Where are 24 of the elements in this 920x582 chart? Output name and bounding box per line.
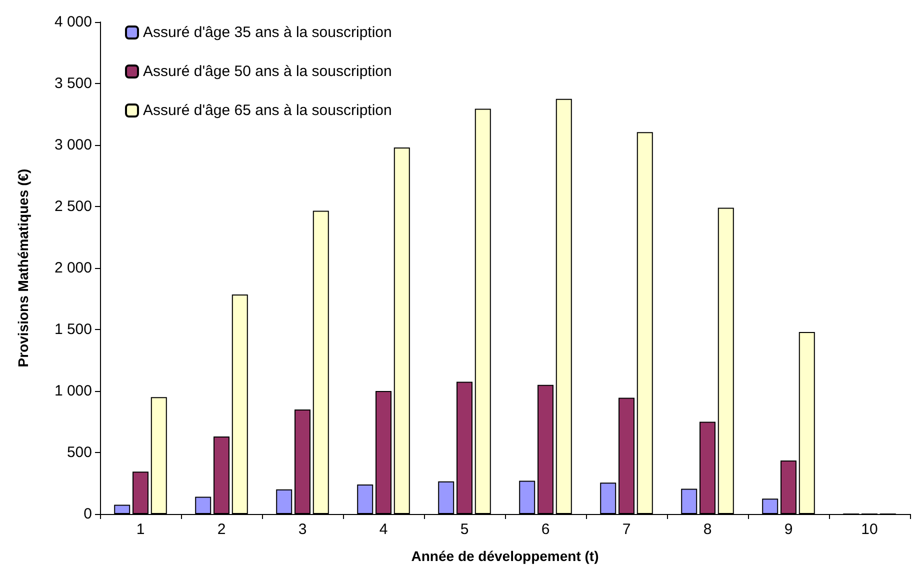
x-tick-label: 7 [622,521,631,538]
x-tick-label: 9 [784,521,793,538]
y-tick-label: 3 500 [54,75,92,92]
y-tick-label: 1 500 [54,321,92,338]
x-tick-label: 2 [217,521,226,538]
x-tick-label: 3 [298,521,307,538]
x-tick-label: 6 [541,521,550,538]
y-tick-label: 0 [84,506,92,522]
y-tick-label: 2 500 [54,198,92,215]
y-tick-label: 500 [66,444,92,461]
y-tick-label: 1 000 [54,382,92,400]
x-tick-label: 5 [460,521,469,538]
x-axis-title: Année de développement (t) [411,548,599,564]
y-tick-label: 4 000 [54,14,92,30]
x-tick-label: 1 [136,521,145,538]
x-tick-label: 8 [703,521,712,538]
x-tick-label: 10 [861,521,878,538]
legend-label: Assuré d'âge 35 ans à la souscription [143,24,392,41]
legend-label: Assuré d'âge 65 ans à la souscription [143,102,392,119]
y-axis-title: Provisions Mathématiques (€) [15,168,31,368]
legend-label: Assuré d'âge 50 ans à la souscription [143,63,392,80]
x-tick-label: 4 [379,521,388,538]
y-tick-label: 2 000 [54,260,92,276]
y-tick-label: 3 000 [54,136,92,154]
